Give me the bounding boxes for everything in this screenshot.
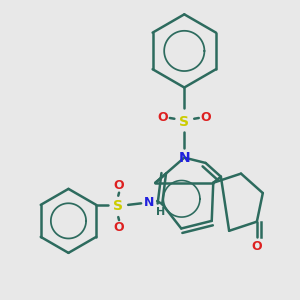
Text: O: O [252, 240, 262, 253]
Text: S: S [112, 200, 122, 213]
Text: N: N [144, 196, 155, 209]
Text: O: O [158, 112, 168, 124]
Text: N: N [178, 151, 190, 165]
Text: S: S [179, 115, 189, 129]
Text: H: H [156, 208, 165, 218]
Text: O: O [114, 178, 124, 192]
Text: O: O [200, 112, 211, 124]
Text: O: O [114, 221, 124, 234]
